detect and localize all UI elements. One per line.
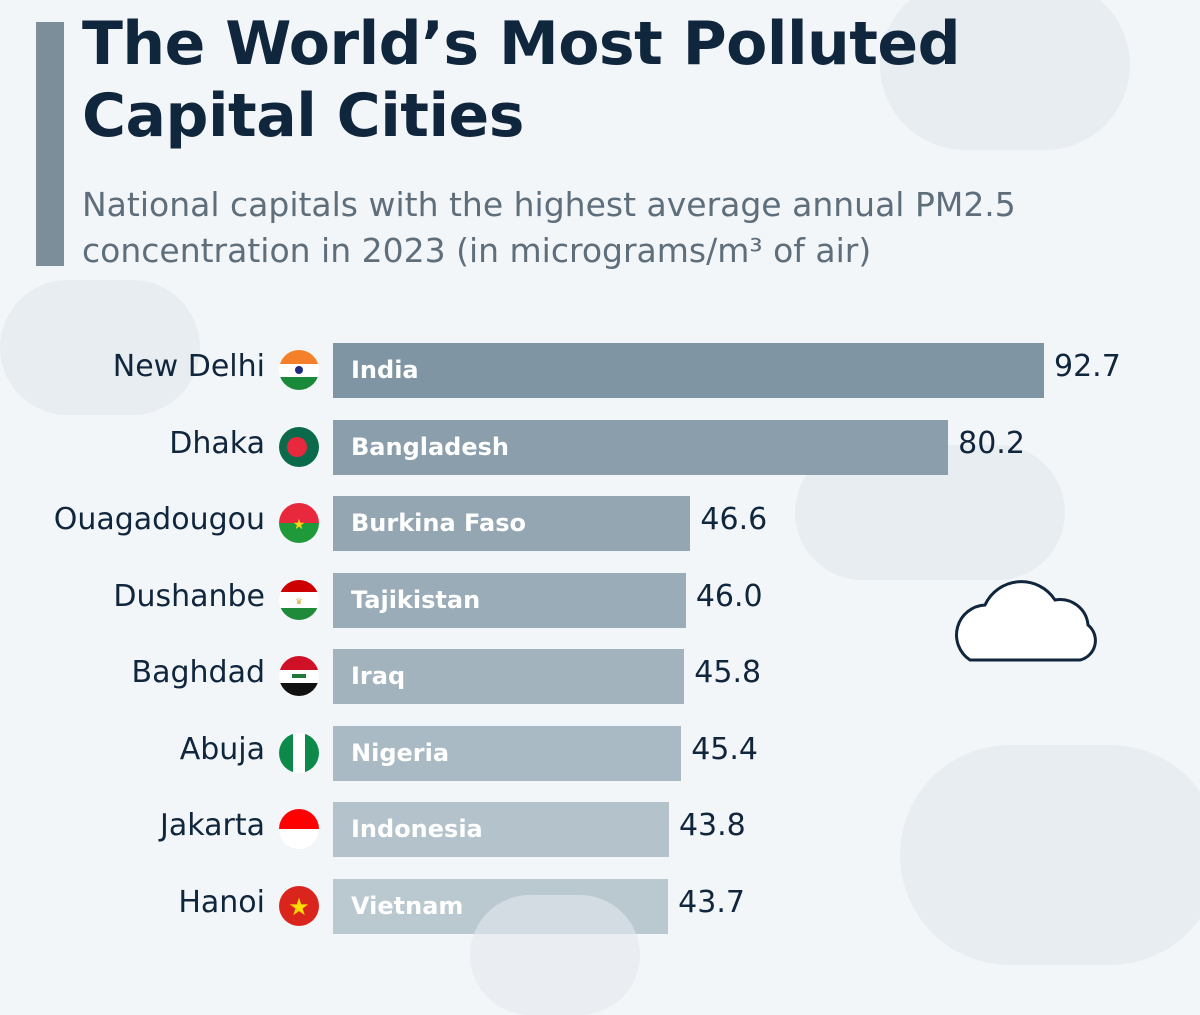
- country-label: Tajikistan: [351, 585, 481, 614]
- city-label: Hanoi: [178, 884, 265, 920]
- svg-text:★: ★: [288, 893, 310, 921]
- bar: Iraq: [333, 649, 685, 704]
- value-label: 45.8: [694, 655, 762, 690]
- bangladesh-flag-icon: [279, 426, 319, 467]
- bar: India: [333, 343, 1044, 398]
- bar: Indonesia: [333, 802, 669, 857]
- vietnam-flag-icon: ★: [279, 885, 319, 926]
- cloud-icon: [955, 580, 1097, 662]
- country-label: Nigeria: [351, 738, 450, 767]
- value-label: 45.4: [691, 731, 758, 767]
- burkina-faso-flag-icon: ★: [279, 503, 319, 543]
- nigeria-flag-icon: [279, 732, 319, 773]
- country-label: India: [351, 356, 419, 384]
- cloud-decoration: [0, 280, 200, 415]
- value-label: 46.0: [695, 578, 763, 614]
- bar: Tajikistan: [333, 572, 686, 628]
- svg-text:★: ★: [293, 517, 306, 533]
- bar: Bangladesh: [333, 419, 949, 475]
- city-label: Dhaka: [169, 425, 265, 461]
- cloud-decoration: [880, 0, 1130, 150]
- indonesia-flag-icon: [279, 809, 319, 849]
- cloud-decoration: [900, 745, 1200, 965]
- country-label: Vietnam: [351, 891, 464, 920]
- country-label: Burkina Faso: [351, 509, 526, 537]
- title-accent-bar: [36, 22, 64, 266]
- svg-text:♛: ♛: [295, 597, 302, 606]
- bar: Nigeria: [333, 725, 682, 781]
- bar: Burkina Faso: [333, 496, 691, 551]
- tajikistan-flag-icon: ♛: [279, 579, 319, 620]
- chart-title: The World’s Most Polluted Capital Cities: [82, 9, 961, 151]
- country-label: Indonesia: [351, 815, 483, 843]
- country-label: Bangladesh: [351, 432, 510, 461]
- city-label: New Delhi: [112, 349, 265, 384]
- india-flag-icon: [279, 350, 319, 390]
- city-label: Dushanbe: [113, 578, 265, 614]
- value-label: 46.6: [700, 502, 768, 537]
- city-label: Abuja: [179, 731, 265, 767]
- city-label: Jakarta: [160, 808, 265, 843]
- value-label: 92.7: [1054, 349, 1121, 384]
- value-label: 80.2: [958, 425, 1025, 461]
- cloud-decoration: [470, 895, 640, 1015]
- city-label: Ouagadougou: [53, 502, 265, 537]
- country-label: Iraq: [351, 662, 406, 690]
- value-label: 43.8: [678, 808, 746, 843]
- value-label: 43.7: [678, 884, 745, 920]
- chart-subtitle: National capitals with the highest avera…: [82, 185, 1016, 270]
- city-label: Baghdad: [131, 655, 266, 690]
- iraq-flag-icon: [279, 656, 319, 696]
